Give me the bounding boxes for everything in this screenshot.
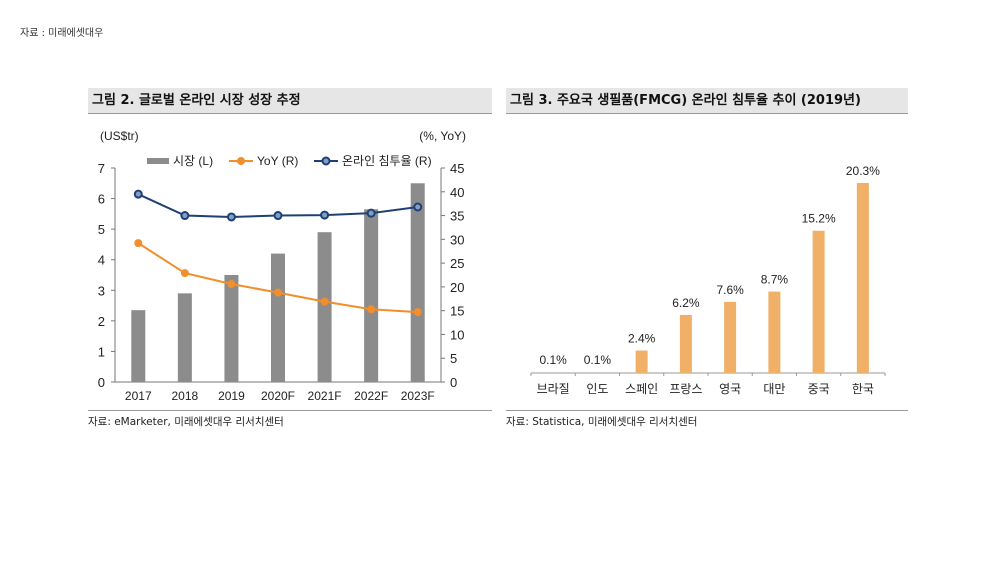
yoy-point: [180, 269, 189, 278]
left-tick-label: 2: [98, 314, 105, 329]
penetration-point: [226, 212, 236, 222]
x-tick-label: 2021F: [308, 389, 342, 403]
right-tick-label: 25: [450, 256, 464, 271]
right-source: 자료: Statistica, 미래에셋대우 리서치센터: [506, 416, 698, 428]
legend-penetration-marker: [321, 156, 331, 166]
penetration-bar: [856, 182, 869, 373]
left-tick-label: 6: [98, 192, 105, 207]
bar-value-label: 2.4%: [628, 332, 656, 346]
penetration-bar: [812, 230, 825, 373]
right-divider: [506, 410, 908, 411]
left-tick-label: 0: [98, 375, 105, 390]
market-bar: [410, 183, 425, 382]
country-label: 중국: [808, 382, 830, 396]
left-tick-label: 7: [98, 161, 105, 176]
right-chart-title: 그림 3. 주요국 생필품(FMCG) 온라인 침투율 추이 (2019년): [506, 88, 908, 114]
penetration-bar: [635, 350, 648, 373]
penetration-point: [273, 211, 283, 221]
bar-value-label: 0.1%: [584, 353, 612, 367]
left-tick-label: 5: [98, 222, 105, 237]
right-tick-label: 10: [450, 327, 464, 342]
market-bar: [224, 275, 239, 382]
left-tick-label: 1: [98, 344, 105, 359]
legend-market: 시장 (L): [173, 154, 213, 168]
right-tick-label: 5: [450, 351, 457, 366]
left-tick-label: 4: [98, 253, 105, 268]
legend-bar-swatch: [147, 158, 169, 164]
left-divider: [88, 410, 492, 411]
penetration-bar: [679, 314, 692, 373]
country-label: 한국: [852, 382, 874, 396]
right-tick-label: 30: [450, 232, 464, 247]
market-bar: [271, 253, 285, 382]
penetration-point: [133, 189, 143, 199]
bar-value-label: 7.6%: [716, 283, 744, 297]
right-tick-label: 45: [450, 161, 464, 176]
penetration-point: [320, 210, 330, 220]
x-tick-label: 2019: [218, 389, 245, 403]
x-tick-label: 2023F: [401, 389, 435, 403]
country-label: 프랑스: [669, 382, 702, 396]
right-tick-label: 0: [450, 375, 457, 390]
bar-value-label: 8.7%: [761, 273, 789, 287]
penetration-point: [366, 208, 376, 218]
left-chart-title: 그림 2. 글로벌 온라인 시장 성장 추정: [88, 88, 492, 114]
x-tick-label: 2017: [125, 389, 152, 403]
penetration-point: [413, 202, 423, 212]
bar-value-label: 20.3%: [846, 164, 880, 178]
yoy-point: [274, 288, 282, 297]
legend-penetration: 온라인 침투율 (R): [342, 154, 432, 168]
right-tick-label: 20: [450, 280, 464, 295]
x-tick-label: 2018: [172, 389, 199, 403]
right-tick-label: 15: [450, 304, 464, 319]
right-tick-label: 35: [450, 209, 464, 224]
penetration-point: [180, 211, 190, 221]
yoy-point: [413, 308, 422, 317]
x-tick-label: 2020F: [261, 389, 295, 403]
yoy-point: [134, 239, 143, 248]
x-tick-label: 2022F: [354, 389, 388, 403]
market-bar: [364, 209, 379, 382]
yoy-point: [320, 297, 329, 306]
yoy-point: [367, 305, 376, 314]
left-axis-label: (US$tr): [100, 129, 139, 143]
legend-yoy: YoY (R): [257, 154, 298, 168]
left-source: 자료: eMarketer, 미래에셋대우 리서치센터: [88, 416, 284, 428]
bar-value-label: 6.2%: [672, 296, 700, 310]
country-label: 대만: [763, 382, 785, 396]
bar-value-label: 0.1%: [539, 353, 567, 367]
market-bar: [131, 310, 146, 382]
legend-yoy-marker: [237, 157, 245, 165]
market-bar: [177, 293, 192, 382]
market-bar: [317, 232, 332, 382]
penetration-bar: [768, 291, 781, 373]
penetration-bar: [724, 301, 737, 373]
top-source: 자료 : 미래에셋대우: [20, 28, 104, 39]
country-label: 스페인: [625, 382, 658, 396]
left-tick-label: 3: [98, 283, 105, 298]
right-tick-label: 40: [450, 185, 464, 200]
yoy-point: [227, 280, 236, 289]
country-label: 인도: [586, 382, 608, 396]
country-label: 브라질: [537, 382, 570, 396]
country-label: 영국: [719, 382, 741, 396]
right-axis-label: (%, YoY): [419, 129, 466, 143]
bar-value-label: 15.2%: [802, 212, 836, 226]
